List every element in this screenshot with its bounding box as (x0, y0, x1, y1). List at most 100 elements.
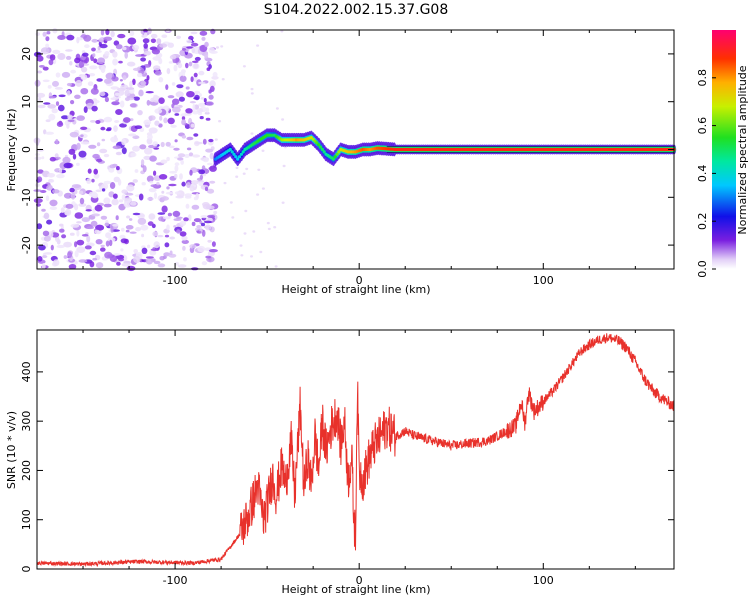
noise-speck (193, 218, 202, 223)
noise-speck (76, 239, 85, 246)
noise-speck (205, 255, 212, 259)
noise-speck (223, 181, 227, 185)
spectrogram-y-axis-label: Frequency (Hz) (5, 109, 18, 192)
noise-speck (134, 169, 139, 173)
noise-speck (72, 153, 77, 160)
noise-speck (87, 168, 92, 174)
noise-speck (89, 261, 95, 268)
noise-speck (179, 75, 187, 82)
noise-speck (250, 87, 254, 91)
noise-speck (37, 70, 43, 74)
noise-speck (146, 99, 151, 106)
noise-speck (112, 145, 122, 150)
noise-speck (202, 138, 207, 145)
noise-speck (195, 227, 200, 231)
noise-speck (158, 174, 168, 180)
noise-speck (168, 253, 177, 258)
noise-speck (115, 215, 119, 221)
noise-speck (115, 109, 123, 115)
noise-speck (202, 157, 209, 163)
noise-speck (259, 250, 263, 254)
ridge-core (331, 157, 335, 161)
noise-speck (121, 138, 127, 146)
noise-speck (250, 132, 254, 135)
noise-speck (190, 42, 199, 47)
noise-speck (96, 78, 103, 82)
noise-speck (123, 200, 132, 208)
noise-speck (165, 84, 169, 90)
noise-speck (183, 257, 187, 262)
noise-speck (84, 44, 90, 49)
noise-speck (250, 255, 253, 258)
noise-speck (70, 100, 75, 105)
noise-speck (112, 51, 118, 58)
noise-speck (61, 115, 69, 120)
noise-speck (235, 175, 239, 178)
noise-speck (161, 205, 168, 213)
noise-speck (165, 141, 171, 147)
noise-speck (168, 61, 174, 64)
noise-speck (91, 178, 95, 183)
ridge-core (241, 150, 245, 154)
noise-speck (133, 249, 138, 254)
noise-speck (151, 48, 160, 55)
noise-speck (161, 190, 165, 194)
noise-speck (177, 264, 187, 268)
noise-speck (46, 184, 53, 191)
noise-speck (121, 262, 131, 267)
noise-speck (67, 119, 75, 123)
noise-speck (176, 35, 182, 39)
noise-speck (132, 145, 140, 152)
y-tick-label: 0 (20, 566, 33, 573)
noise-speck (91, 47, 96, 52)
noise-speck (91, 105, 98, 112)
noise-speck (86, 226, 95, 230)
noise-speck (117, 33, 126, 39)
ridge-core (230, 150, 234, 154)
noise-speck (189, 185, 195, 192)
noise-speck (212, 71, 218, 78)
noise-speck (149, 249, 157, 256)
noise-speck (138, 89, 144, 97)
noise-speck (147, 197, 154, 201)
noise-speck (179, 231, 187, 237)
noise-speck (95, 224, 105, 231)
colorbar-tick-label: 0.4 (696, 165, 709, 183)
noise-speck (143, 119, 152, 126)
noise-speck (113, 125, 118, 132)
noise-speck (144, 32, 148, 38)
noise-speck (121, 194, 126, 201)
noise-speck (62, 156, 71, 164)
noise-speck (78, 190, 84, 195)
noise-speck (70, 223, 80, 228)
noise-speck (174, 165, 179, 172)
noise-speck (87, 81, 94, 86)
noise-speck (82, 52, 89, 57)
noise-speck (80, 74, 88, 81)
noise-speck (84, 245, 92, 250)
noise-speck (150, 184, 158, 188)
noise-speck (74, 250, 79, 258)
noise-speck (220, 45, 224, 48)
noise-speck (197, 245, 206, 253)
noise-speck (209, 165, 217, 172)
noise-speck (67, 251, 73, 258)
noise-speck (61, 234, 67, 239)
noise-speck (65, 203, 74, 209)
noise-speck (205, 107, 210, 113)
noise-speck (144, 147, 153, 155)
noise-speck (121, 147, 127, 155)
ridge-core (239, 152, 243, 156)
noise-speck (148, 115, 156, 121)
noise-speck (140, 214, 145, 217)
noise-speck (126, 215, 131, 219)
noise-speck (89, 65, 98, 70)
noise-speck (143, 28, 148, 33)
y-tick-label: 0 (20, 146, 33, 153)
noise-speck (111, 86, 117, 90)
noise-speck (173, 64, 178, 72)
noise-speck (176, 229, 181, 234)
noise-speck (191, 221, 196, 227)
noise-speck (100, 126, 106, 131)
